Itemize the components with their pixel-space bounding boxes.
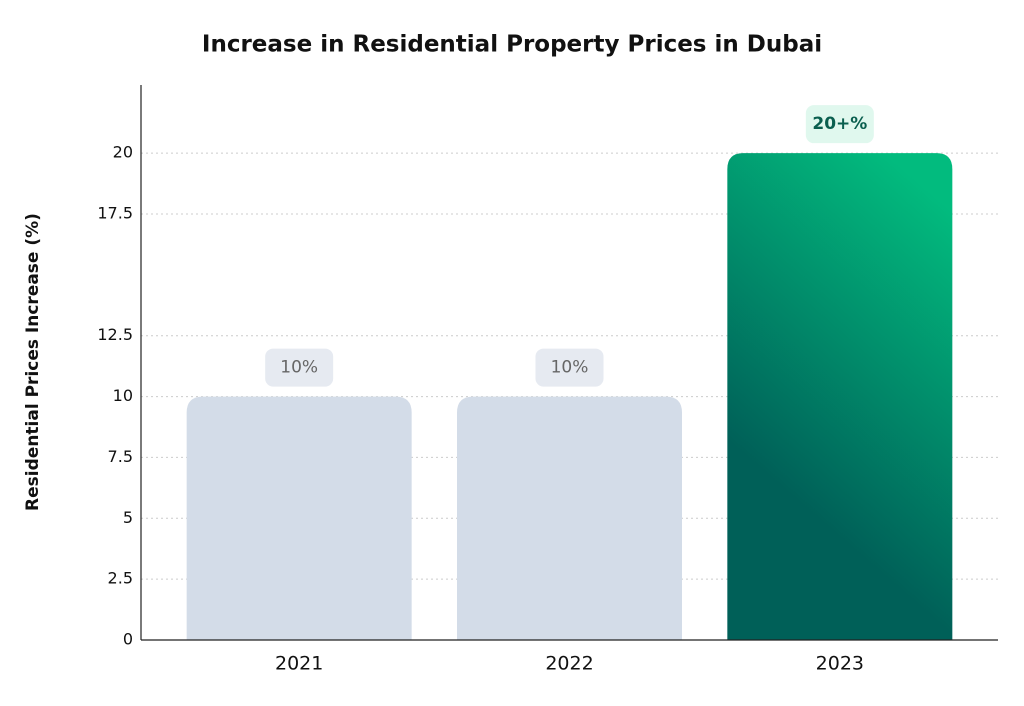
value-label-box <box>805 105 874 144</box>
bar <box>186 396 412 640</box>
x-tick-label: 2021 <box>275 653 323 675</box>
y-tick-label: 10 <box>113 386 133 405</box>
x-tick-label: 2022 <box>545 653 593 675</box>
value-label: 10% <box>551 358 589 378</box>
chart-title: Increase in Residential Property Prices … <box>202 32 822 58</box>
y-tick-label: 12.5 <box>97 325 133 344</box>
value-label-box <box>265 348 334 387</box>
bar <box>727 153 953 640</box>
y-tick-label: 2.5 <box>108 569 133 588</box>
y-tick-label: 0 <box>123 630 133 649</box>
y-tick-label: 20 <box>113 143 133 162</box>
value-label: 10% <box>280 358 318 378</box>
y-tick-label: 17.5 <box>97 204 133 223</box>
value-label: 20+% <box>812 114 867 134</box>
bar <box>457 396 682 640</box>
x-tick-label: 2023 <box>816 653 864 675</box>
y-tick-label: 5 <box>123 508 133 527</box>
value-label-box <box>535 348 604 387</box>
y-axis-label: Residential Prices Increase (%) <box>23 213 43 511</box>
y-tick-label: 7.5 <box>108 447 133 466</box>
